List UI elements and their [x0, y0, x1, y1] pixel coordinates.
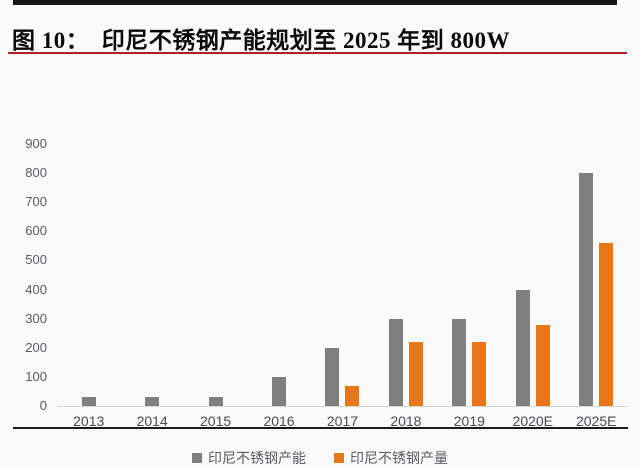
- y-tick-label: 400: [25, 281, 47, 297]
- capacity-bar-2014: [145, 397, 160, 406]
- x-tick-label: 2017: [326, 413, 359, 429]
- x-tick-label: 2019: [453, 413, 485, 429]
- legend-label: 印尼不锈钢产量: [350, 450, 448, 466]
- output-bar-2018: [408, 341, 423, 406]
- title-underline: [8, 52, 627, 54]
- legend-item-capacity: 印尼不锈钢产能: [192, 448, 306, 468]
- bar-group-2020E: [501, 144, 564, 406]
- legend-item-output: 印尼不锈钢产量: [334, 448, 448, 468]
- legend-label: 印尼不锈钢产能: [208, 450, 306, 466]
- capacity-bar-2025E: [579, 173, 594, 406]
- bar-group-2014: [120, 144, 183, 406]
- y-tick-label: 100: [25, 368, 47, 384]
- bar-group-2016: [247, 144, 310, 406]
- plot-area: [57, 144, 628, 407]
- x-tick-label: 2014: [136, 413, 168, 429]
- bar-chart: 0 100 200 300 400 500 600 700 800 900 2013 2014 201…: [0, 60, 640, 466]
- y-tick-label: 500: [25, 252, 47, 268]
- bar-group-2019: [438, 144, 501, 406]
- chart-legend: 印尼不锈钢产能 印尼不锈钢产量: [0, 448, 640, 468]
- y-tick-label: 200: [25, 339, 47, 355]
- bar-group-2015: [184, 144, 247, 406]
- bar-group-2017: [311, 144, 374, 406]
- x-tick-label: 2025E: [575, 413, 617, 429]
- capacity-bar-2019: [452, 318, 467, 406]
- x-tick-label: 2013: [73, 413, 105, 429]
- output-bar-2017: [345, 385, 360, 406]
- y-tick-label: 900: [25, 136, 47, 151]
- y-axis: 0 100 200 300 400 500 600 700 800 900: [0, 136, 47, 413]
- y-tick-label: 700: [25, 194, 47, 210]
- bar-group-2025E: [565, 144, 628, 406]
- capacity-bar-2018: [388, 318, 403, 406]
- output-bar-2020E: [535, 324, 550, 406]
- capacity-bar-2020E: [515, 289, 530, 406]
- capacity-bar-2015: [208, 397, 223, 406]
- x-tick-label: 2018: [390, 413, 422, 429]
- y-tick-label: 800: [25, 165, 47, 181]
- legend-swatch-output: [334, 453, 344, 463]
- y-tick-label: 300: [25, 310, 47, 326]
- y-tick-label: 0: [39, 398, 47, 413]
- capacity-bar-2016: [272, 376, 287, 406]
- x-tick-label: 2020E: [512, 413, 554, 429]
- top-accent-bar: [13, 0, 617, 5]
- output-bar-2025E: [599, 242, 614, 406]
- x-tick-label: 2015: [200, 413, 232, 429]
- figure-title: 图 10： 印尼不锈钢产能规划至 2025 年到 800W: [12, 28, 510, 54]
- x-axis: 2013 2014 2015 2016 2017 2018 2019 2020E 2025E: [57, 413, 628, 429]
- bar-group-2013: [57, 144, 120, 406]
- capacity-bar-2017: [325, 347, 340, 406]
- capacity-bar-2013: [81, 397, 96, 406]
- bottom-rule: [13, 427, 628, 429]
- bar-group-2018: [374, 144, 437, 406]
- output-bar-2019: [472, 341, 487, 406]
- y-tick-label: 600: [25, 223, 47, 239]
- legend-swatch-capacity: [192, 453, 202, 463]
- x-tick-label: 2016: [263, 413, 295, 429]
